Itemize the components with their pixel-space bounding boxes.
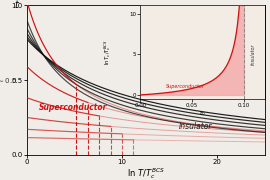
Text: Superconductor: Superconductor — [166, 84, 205, 89]
Text: $\sim 0.5$: $\sim 0.5$ — [0, 76, 18, 85]
Y-axis label: $\ln T_c/T_c^{BCS}$: $\ln T_c/T_c^{BCS}$ — [102, 39, 113, 65]
Text: Superconductor: Superconductor — [38, 103, 107, 112]
Text: Insulator: Insulator — [251, 44, 256, 65]
Text: Insulator: Insulator — [179, 122, 212, 131]
Y-axis label: $t$: $t$ — [14, 0, 21, 10]
X-axis label: $t_0$: $t_0$ — [199, 110, 206, 118]
X-axis label: $\ln\, T/T_c^{BCS}$: $\ln\, T/T_c^{BCS}$ — [127, 166, 165, 180]
